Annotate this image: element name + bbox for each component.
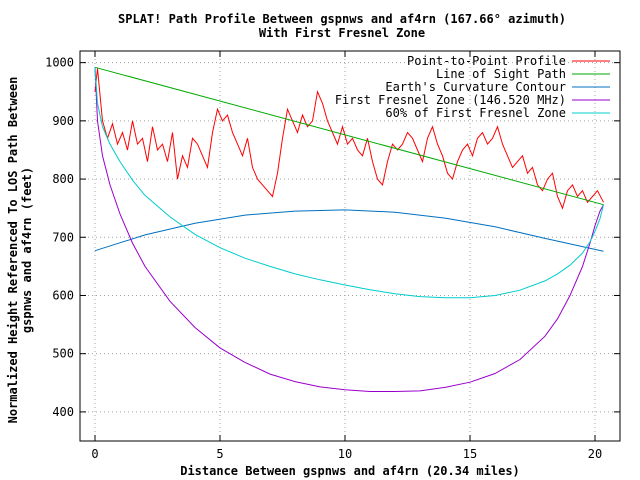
x-tick-label: 10 — [338, 447, 352, 461]
legend-label-3: Earth's Curvature Contour — [385, 80, 566, 94]
y-tick-label: 700 — [52, 230, 74, 244]
axis-ticks: 400 500 600 700 800 900 1000 0 5 10 15 20 — [45, 51, 620, 461]
legend-label-5: 60% of First Fresnel Zone — [385, 106, 566, 120]
series-line-2 — [94, 66, 604, 206]
x-tick-label: 5 — [216, 447, 223, 461]
legend-label-1: Point-to-Point Profile — [407, 54, 566, 68]
series-line-5 — [94, 67, 604, 299]
y-tick-label: 900 — [52, 114, 74, 128]
series-line-1 — [94, 68, 604, 210]
series-lines — [94, 66, 604, 392]
chart-title: SPLAT! Path Profile Between gspnws and a… — [118, 12, 566, 26]
legend-label-2: Line of Sight Path — [436, 67, 566, 81]
plot-frame — [79, 50, 621, 442]
y-tick-label: 800 — [52, 172, 74, 186]
series-line-3 — [94, 209, 604, 252]
y-axis-label-line2: gspnws and af4rn (feet) — [20, 167, 34, 333]
series-line-4 — [94, 67, 604, 392]
chart-subtitle: With First Fresnel Zone — [259, 26, 425, 40]
x-tick-label: 0 — [91, 447, 98, 461]
x-axis-label: Distance Between gspnws and af4rn (20.34… — [180, 464, 520, 478]
y-axis-label: Normalized Height Referenced To LOS Path… — [6, 77, 20, 424]
legend-label-4: First Fresnel Zone (146.520 MHz) — [335, 93, 566, 107]
y-tick-label: 500 — [52, 347, 74, 361]
y-tick-label: 400 — [52, 405, 74, 419]
x-tick-label: 15 — [463, 447, 477, 461]
y-tick-label: 600 — [52, 288, 74, 302]
y-tick-label: 1000 — [45, 56, 74, 70]
x-tick-label: 20 — [588, 447, 602, 461]
